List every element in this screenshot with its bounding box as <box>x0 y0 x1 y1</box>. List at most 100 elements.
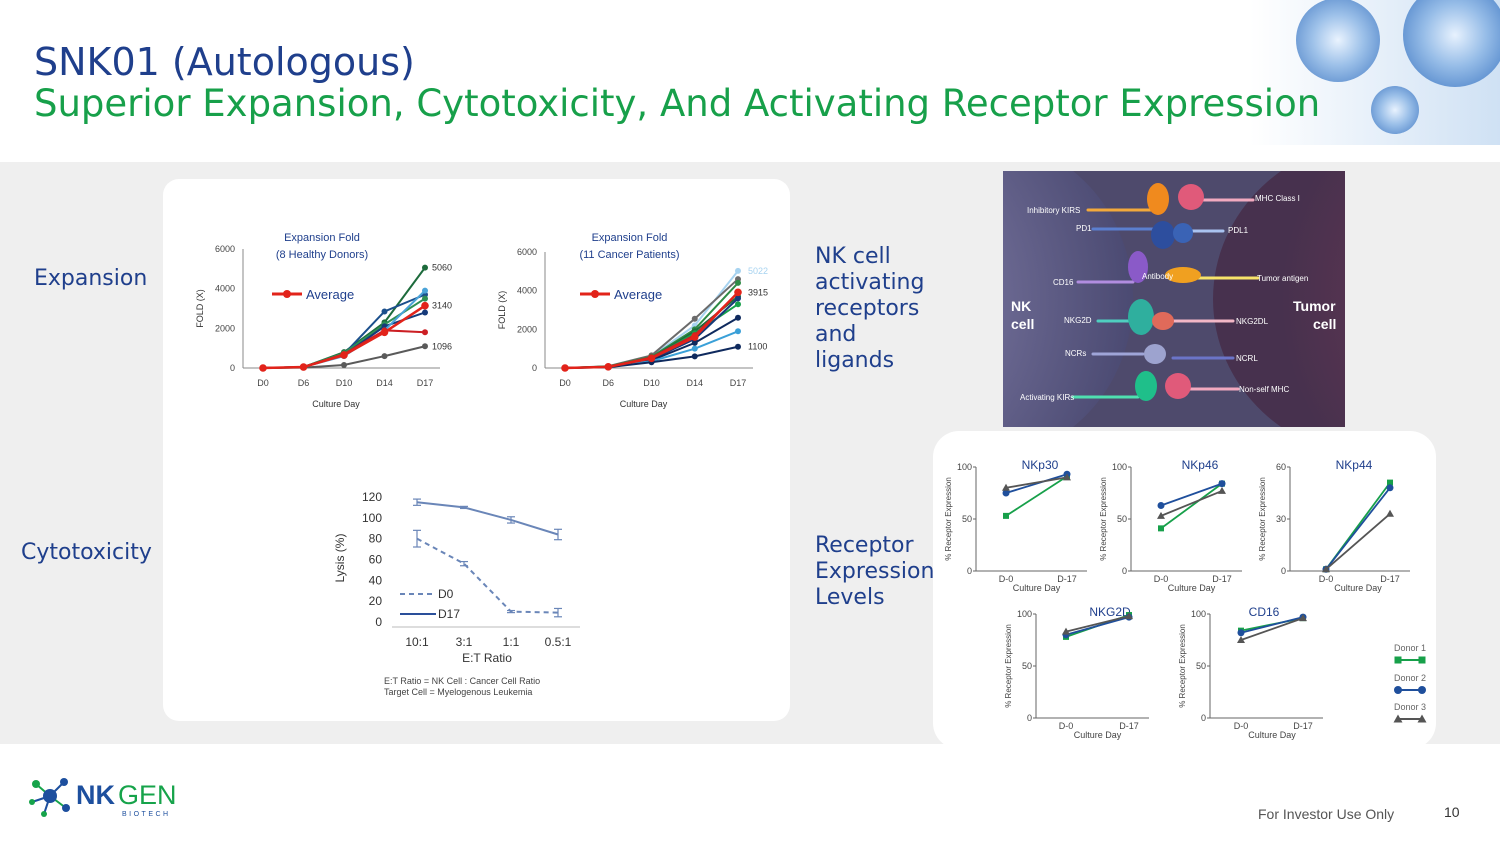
y-axis-title: % Receptor Expression <box>1004 624 1013 708</box>
y-tick-label: 0 <box>230 363 235 373</box>
y-tick-label: 60 <box>1276 462 1286 472</box>
chart-title: CD16 <box>1249 605 1280 619</box>
y-tick-label: 50 <box>962 514 972 524</box>
diagram-label: PDL1 <box>1228 226 1249 235</box>
y-tick-label: 40 <box>369 573 383 587</box>
x-tick-label: D17 <box>417 378 434 388</box>
end-value-label: 3915 <box>748 287 768 297</box>
data-point <box>690 333 699 341</box>
data-point <box>691 345 698 352</box>
x-tick-label: D0 <box>559 378 571 388</box>
end-value-label: 3140 <box>432 301 452 311</box>
x-axis-title: Culture Day <box>1074 730 1122 740</box>
x-tick-label: D14 <box>686 378 703 388</box>
series-line <box>1325 487 1391 570</box>
series-line <box>1065 615 1130 633</box>
x-tick-label: D-0 <box>999 574 1014 584</box>
series-line <box>1160 490 1223 517</box>
data-point-triangle <box>1218 486 1226 494</box>
data-point <box>299 363 308 371</box>
tumor-cell-label: cell <box>1313 316 1336 332</box>
series-line <box>1240 617 1304 641</box>
y-tick-label: 120 <box>362 490 382 504</box>
x-tick-label: D-17 <box>1212 574 1232 584</box>
diagram-label: Non-self MHC <box>1239 385 1289 394</box>
logo-text-gen: GEN <box>118 780 177 810</box>
x-tick-label: D-0 <box>1059 721 1074 731</box>
chart-subtitle: (8 Healthy Donors) <box>276 249 368 261</box>
diagram-label: NKG2DL <box>1236 317 1269 326</box>
diagram-label: NCRs <box>1065 349 1086 358</box>
diagram-label: MHC Class I <box>1255 194 1300 203</box>
nk-receptors-line: activating <box>815 270 925 295</box>
data-point <box>422 295 428 302</box>
x-tick-label: D-0 <box>1319 574 1334 584</box>
data-point <box>561 364 569 372</box>
data-point <box>422 287 428 294</box>
cytotoxicity-label: Cytotoxicity <box>21 540 152 565</box>
receptor-chart-card <box>933 431 1436 749</box>
end-value-label: 5022 <box>748 266 768 276</box>
data-point <box>691 315 698 322</box>
data-point <box>422 329 428 336</box>
y-tick-label: 0 <box>1281 566 1286 576</box>
series-line <box>1005 476 1068 489</box>
chart-title: NKp30 <box>1022 458 1059 472</box>
x-tick-label: D10 <box>336 378 353 388</box>
nkgen-logo: NK GEN BIOTECH <box>29 778 177 818</box>
x-tick-label: D-17 <box>1380 574 1400 584</box>
y-tick-label: 6000 <box>517 247 537 257</box>
x-axis-title: Culture Day <box>1013 583 1061 593</box>
y-tick-label: 20 <box>369 594 383 608</box>
legend-marker <box>283 290 291 298</box>
data-point-circle <box>1386 484 1394 492</box>
y-tick-label: 50 <box>1022 661 1032 671</box>
end-value-label: 5060 <box>432 263 452 273</box>
nk-receptors-line: ligands <box>815 348 895 373</box>
series-line <box>1160 482 1223 530</box>
x-tick-label: D6 <box>298 378 310 388</box>
header-cells-decoration <box>1250 0 1500 145</box>
data-point-triangle <box>1393 714 1403 723</box>
data-point-triangle <box>1062 627 1070 635</box>
series-line <box>1005 473 1068 494</box>
x-axis-title: E:T Ratio <box>462 651 512 665</box>
receptor-levels-line: Expression <box>815 559 935 584</box>
legend-marker <box>591 290 599 298</box>
x-axis-title: Culture Day <box>1168 583 1216 593</box>
data-point-triangle <box>1322 565 1330 573</box>
legend-label: D17 <box>438 607 460 621</box>
x-tick-label: D-17 <box>1057 574 1077 584</box>
data-point-circle <box>1218 480 1226 488</box>
y-tick-label: 4000 <box>215 284 235 294</box>
chart-title: NKp44 <box>1336 458 1373 472</box>
y-tick-label: 30 <box>1276 514 1286 524</box>
y-tick-label: 0 <box>1201 713 1206 723</box>
x-tick-label: D-17 <box>1293 721 1313 731</box>
y-tick-label: 6000 <box>215 244 235 254</box>
data-point <box>421 301 429 310</box>
diagram-label: Antibody <box>1142 272 1173 281</box>
data-point <box>735 314 741 321</box>
data-point-circle <box>1237 629 1245 637</box>
x-axis-title: Culture Day <box>1334 583 1382 593</box>
nk-receptors-line: NK cell <box>815 244 891 269</box>
chart-title: Expansion Fold <box>592 232 668 244</box>
expansion-label: Expansion <box>34 266 148 291</box>
chart-title: NKp46 <box>1182 458 1219 472</box>
data-point-triangle <box>1157 511 1165 519</box>
x-tick-label: 1:1 <box>503 635 520 649</box>
data-point <box>381 308 388 315</box>
nk-cell-label: cell <box>1011 316 1034 332</box>
diagram-label: Activating KIRs <box>1020 393 1074 402</box>
tumor-cell-label: Tumor <box>1293 298 1336 314</box>
x-tick-label: 0.5:1 <box>545 635 572 649</box>
legend-label: Average <box>306 287 354 302</box>
page-number: 10 <box>1444 804 1460 820</box>
y-tick-label: 0 <box>1027 713 1032 723</box>
data-point-circle <box>1418 686 1426 694</box>
y-axis-title: FOLD (X) <box>195 289 205 328</box>
diagram-label: PD1 <box>1076 224 1092 233</box>
data-point <box>422 309 428 316</box>
data-point-triangle <box>1002 483 1010 491</box>
